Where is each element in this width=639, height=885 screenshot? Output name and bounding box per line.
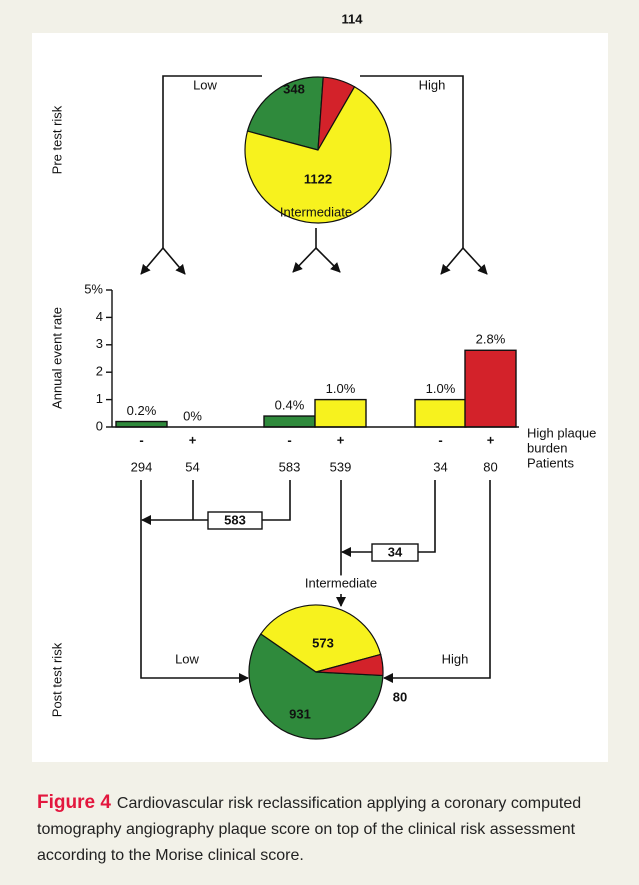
- y-tick-label: 5%: [84, 281, 103, 296]
- arrow: [315, 247, 341, 273]
- bar: [464, 349, 517, 428]
- y-axis-label: Annual event rate: [49, 307, 64, 409]
- arrow: [383, 480, 491, 683]
- figure: 583 34 348Low114High1122IntermediatePre …: [49, 11, 596, 740]
- value-label: 1.0%: [326, 381, 356, 396]
- category-label: High: [442, 651, 469, 666]
- y-tick-label: 0: [96, 418, 103, 433]
- reclass-count: 34: [388, 544, 403, 559]
- slice-label: 114: [342, 11, 364, 26]
- pie-slice: [260, 604, 382, 673]
- arrow: [440, 247, 464, 275]
- y-tick-label: 3: [96, 336, 103, 351]
- arrow: [292, 247, 317, 273]
- patient-count: 80: [483, 459, 497, 474]
- pie-slice: [315, 653, 384, 677]
- pie-slice: [246, 76, 324, 151]
- slice-label: 80: [393, 689, 407, 704]
- x-tick-label: +: [337, 432, 345, 447]
- value-label: 0.2%: [127, 403, 157, 418]
- bar: [263, 415, 316, 428]
- value-label: 1.0%: [426, 381, 456, 396]
- y-tick-label: 2: [96, 364, 103, 379]
- pie-slice: [244, 85, 392, 224]
- category-label: Low: [175, 651, 199, 666]
- x-tick-label: +: [189, 432, 197, 447]
- patient-count: 539: [330, 459, 352, 474]
- arrow: [360, 75, 464, 248]
- caption-text: Cardiovascular risk reclassification app…: [37, 795, 582, 864]
- slice-label: 1122: [304, 171, 332, 186]
- x-tick-label: -: [139, 432, 143, 447]
- category-label: Intermediate: [280, 204, 352, 219]
- row-label: burden: [527, 440, 567, 455]
- slice-label: 348: [283, 81, 305, 96]
- side-label: Pre test risk: [49, 105, 64, 174]
- patient-count: 583: [279, 459, 301, 474]
- arrow: [141, 480, 291, 525]
- category-label: Low: [193, 77, 217, 92]
- x-tick-label: +: [487, 432, 495, 447]
- slice-label: 931: [289, 706, 311, 721]
- reclass-box: [371, 543, 419, 562]
- row-label: High plaque: [527, 425, 596, 440]
- bar: [314, 398, 367, 428]
- row-label: Patients: [527, 455, 574, 470]
- x-tick-label: -: [438, 432, 442, 447]
- reclass-box: [207, 511, 263, 530]
- value-label: 2.8%: [476, 332, 506, 347]
- value-label: 0%: [183, 408, 202, 423]
- arrow: [140, 480, 249, 683]
- arrow: [162, 247, 186, 275]
- bar: [414, 398, 467, 428]
- patient-count: 54: [185, 459, 199, 474]
- label-bg: [302, 575, 380, 591]
- category-label: Intermediate: [305, 575, 377, 590]
- category-label: High: [419, 77, 446, 92]
- arrow: [341, 480, 436, 557]
- value-label: 0.4%: [275, 397, 305, 412]
- pie-slice: [248, 633, 384, 740]
- side-label: Post test risk: [49, 642, 64, 717]
- slice-label: 573: [312, 635, 334, 650]
- reclass-count: 583: [224, 512, 246, 527]
- x-tick-label: -: [287, 432, 291, 447]
- bar: [115, 420, 168, 428]
- arrow: [162, 75, 262, 248]
- patient-count: 34: [433, 459, 447, 474]
- arrow: [462, 247, 488, 275]
- caption: Figure 4 Cardiovascular risk reclassifica…: [37, 790, 607, 869]
- patient-count: 294: [131, 459, 153, 474]
- arrow: [140, 247, 164, 275]
- figure-label: Figure 4: [37, 792, 111, 813]
- flow-arrows: [140, 75, 491, 683]
- y-tick-label: 1: [96, 391, 103, 406]
- y-tick-label: 4: [96, 309, 103, 324]
